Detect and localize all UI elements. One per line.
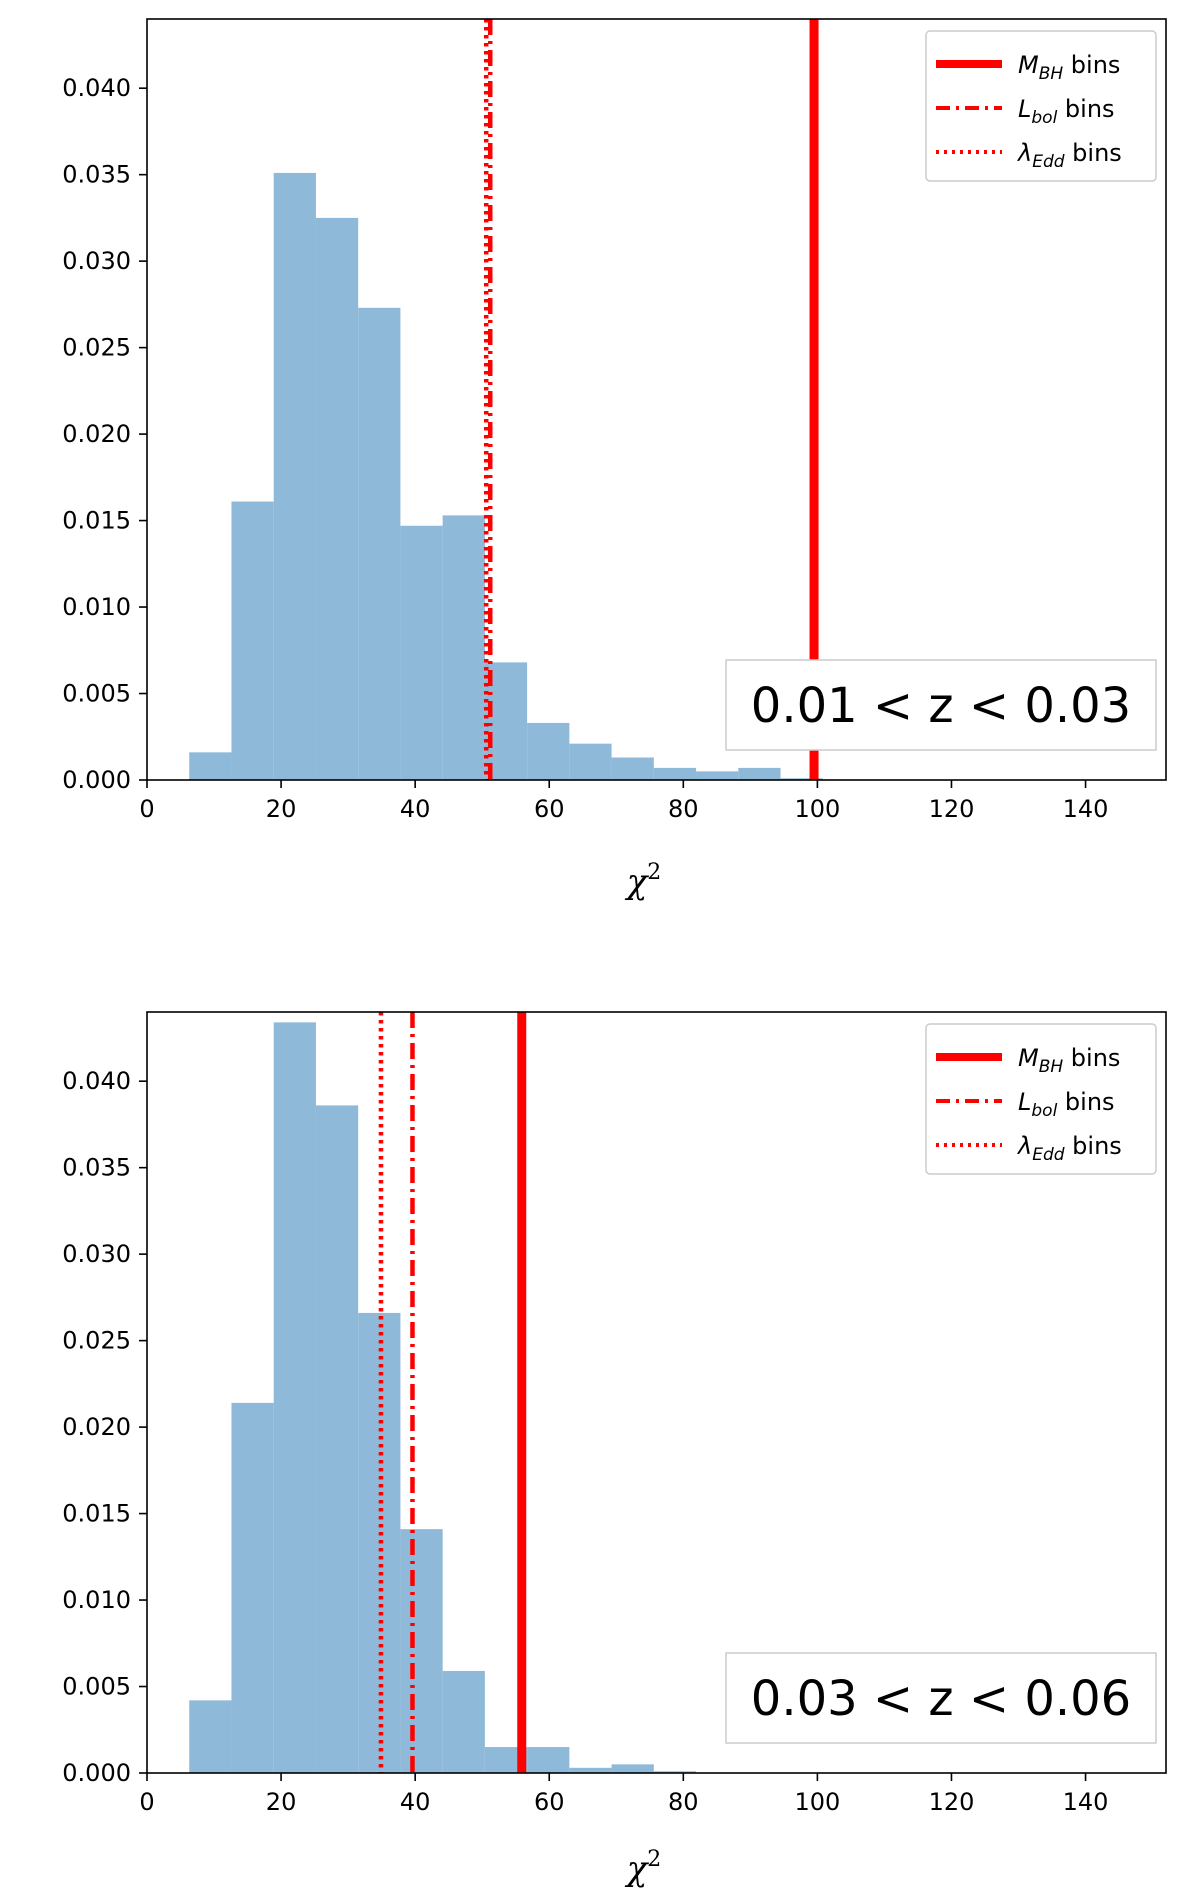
legend-label: Lbol bins: [1018, 1088, 1115, 1121]
y-tick-label: 0.010: [62, 593, 131, 621]
legend-label: MBH bins: [1018, 51, 1120, 84]
x-tick-label: 80: [668, 795, 699, 823]
y-tick-label: 0.040: [62, 1067, 131, 1095]
x-tick-label: 20: [266, 1788, 297, 1816]
axes-frame: [146, 1011, 1167, 1774]
y-tick-label: 0.020: [62, 1413, 131, 1441]
annotation-text: 0.03 < z < 0.06: [751, 1671, 1131, 1727]
y-tick-label: 0.030: [62, 247, 131, 275]
y-tick-label: 0.035: [62, 161, 131, 189]
y-tick-label: 0.025: [62, 334, 131, 362]
redshift-annotation: 0.01 < z < 0.03: [725, 659, 1157, 751]
histogram-bar: [780, 778, 823, 780]
histogram-bar: [611, 757, 654, 780]
x-tick-label: 120: [929, 795, 975, 823]
legend: MBH bins Lbol bins λEdd bins: [925, 30, 1157, 182]
plot-area: [189, 19, 823, 780]
histogram-bar: [569, 1767, 612, 1773]
legend-label: MBH bins: [1018, 1044, 1120, 1077]
histogram-bar: [696, 771, 739, 780]
x-tick-label: 20: [266, 795, 297, 823]
histogram-bar: [273, 172, 316, 780]
histogram-panel-bottom: 0 20 40 60 80 100 120 140 0.000 0.005 0.010 0.015 0.…: [62, 1011, 1167, 1889]
redshift-annotation: 0.03 < z < 0.06: [725, 1652, 1157, 1744]
x-tick-label: 140: [1063, 795, 1109, 823]
histogram-bar: [527, 722, 570, 780]
y-tick-label: 0.010: [62, 1586, 131, 1614]
x-tick-label: 0: [139, 1788, 154, 1816]
histogram-bar: [189, 1700, 232, 1773]
legend-box: [925, 30, 1157, 182]
histogram-bar: [231, 501, 274, 780]
y-tick-label: 0.035: [62, 1154, 131, 1182]
histogram-bar: [231, 1402, 274, 1773]
histogram-bar: [653, 1771, 697, 1773]
histogram-bar: [527, 1747, 570, 1773]
legend-label: λEdd bins: [1016, 1132, 1122, 1165]
axes-frame: [146, 18, 1167, 781]
x-axis-label: χ2: [625, 1847, 662, 1889]
y-tick-label: 0.005: [62, 1673, 131, 1701]
y-tick-label: 0.020: [62, 420, 131, 448]
histogram-bar: [569, 743, 612, 780]
legend-label: Lbol bins: [1018, 95, 1115, 128]
legend-label: λEdd bins: [1016, 139, 1122, 172]
histogram-bar: [358, 307, 401, 780]
y-tick-label: 0.000: [62, 1759, 131, 1787]
x-tick-label: 40: [400, 795, 431, 823]
x-tick-label: 60: [534, 795, 565, 823]
histogram-bar: [400, 525, 443, 780]
x-tick-label: 140: [1063, 1788, 1109, 1816]
y-tick-label: 0.000: [62, 766, 131, 794]
histogram-panel-top: 0 20 40 60 80 100 120 140 0.000 0.005 0.010 0.015 0.…: [62, 18, 1167, 902]
legend: MBH bins Lbol bins λEdd bins: [925, 1023, 1157, 1175]
histogram-bar: [442, 515, 485, 780]
y-tick-label: 0.025: [62, 1327, 131, 1355]
histogram-bar: [738, 767, 781, 780]
histogram-bar: [315, 217, 359, 780]
x-tick-label: 100: [794, 1788, 840, 1816]
x-axis-label: χ2: [625, 860, 662, 902]
histogram-bar: [442, 1670, 485, 1773]
x-tick-label: 40: [400, 1788, 431, 1816]
x-tick-label: 60: [534, 1788, 565, 1816]
y-tick-label: 0.040: [62, 74, 131, 102]
histogram-bar: [273, 1022, 316, 1773]
histogram-bar: [189, 752, 232, 780]
histogram-bar: [653, 767, 697, 780]
x-tick-label: 100: [794, 795, 840, 823]
y-tick-label: 0.015: [62, 1500, 131, 1528]
annotation-box: [725, 659, 1157, 751]
y-tick-label: 0.015: [62, 507, 131, 535]
histogram-bar: [611, 1764, 654, 1773]
histogram-bar: [400, 1529, 443, 1773]
y-tick-label: 0.030: [62, 1240, 131, 1268]
legend-box: [925, 1023, 1157, 1175]
histogram-bar: [315, 1105, 359, 1773]
x-tick-label: 120: [929, 1788, 975, 1816]
plot-area: [189, 1012, 697, 1773]
x-tick-label: 0: [139, 795, 154, 823]
annotation-box: [725, 1652, 1157, 1744]
x-tick-label: 80: [668, 1788, 699, 1816]
annotation-text: 0.01 < z < 0.03: [751, 678, 1131, 734]
y-tick-label: 0.005: [62, 680, 131, 708]
